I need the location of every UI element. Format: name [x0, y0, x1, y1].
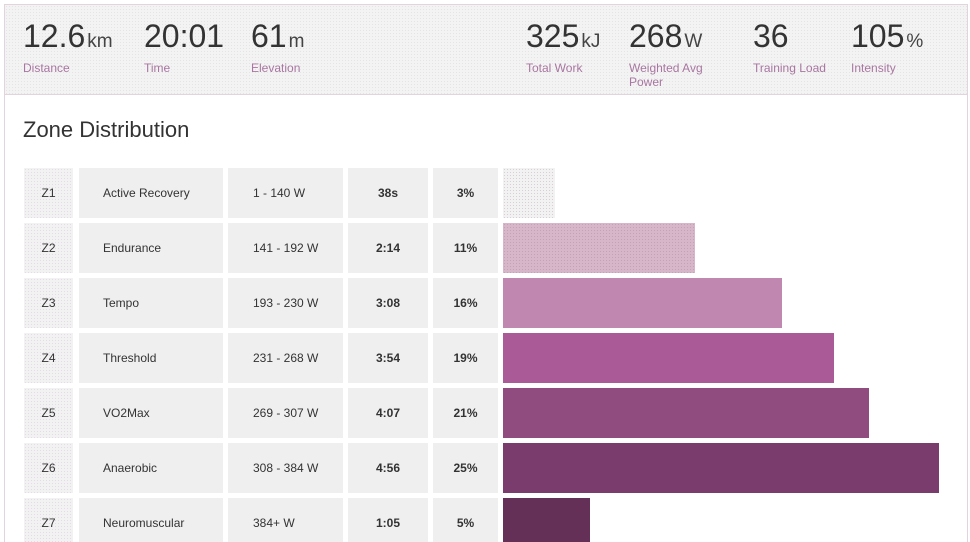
zone-power-range: 1 - 140 W — [228, 168, 343, 218]
zone-time: 3:54 — [348, 333, 428, 383]
zone-time: 38s — [348, 168, 428, 218]
stat-value: 61 — [251, 18, 287, 54]
zone-percent: 11% — [433, 223, 498, 273]
zone-bar — [503, 443, 939, 493]
zone-bar — [503, 333, 834, 383]
stat-training-load: 36 Training Load — [753, 19, 826, 75]
stat-value: 105 — [851, 18, 905, 54]
zone-time: 2:14 — [348, 223, 428, 273]
stat-label: Time — [144, 61, 171, 75]
zone-id: Z3 — [24, 278, 73, 328]
zone-power-range: 193 - 230 W — [228, 278, 343, 328]
stat-value: 325 — [526, 18, 580, 54]
zone-percent: 19% — [433, 333, 498, 383]
stat-elevation: 61 m Elevation — [251, 19, 304, 75]
zone-bar — [503, 498, 590, 542]
summary-stats-bar: 12.6 km Distance 20:01 Time 61 m Elevation… — [5, 5, 967, 95]
zone-power-range: 141 - 192 W — [228, 223, 343, 273]
zone-id: Z2 — [24, 223, 73, 273]
zone-id: Z6 — [24, 443, 73, 493]
zone-time: 1:05 — [348, 498, 428, 542]
zone-power-range: 384+ W — [228, 498, 343, 542]
stat-label: Distance — [23, 61, 70, 75]
zone-name: Threshold — [79, 333, 223, 383]
zone-bar — [503, 223, 695, 273]
zone-power-range: 269 - 307 W — [228, 388, 343, 438]
zone-id: Z1 — [24, 168, 73, 218]
stat-unit: m — [288, 31, 305, 52]
zone-name: Anaerobic — [79, 443, 223, 493]
zone-percent: 3% — [433, 168, 498, 218]
activity-panel: 12.6 km Distance 20:01 Time 61 m Elevation… — [4, 4, 968, 542]
zone-percent: 5% — [433, 498, 498, 542]
stat-unit: km — [87, 31, 113, 52]
zone-percent: 21% — [433, 388, 498, 438]
stat-label: Intensity — [851, 61, 896, 75]
zone-name: Endurance — [79, 223, 223, 273]
zone-name: VO2Max — [79, 388, 223, 438]
stat-weighted-avg-power: 268 W Weighted Avg Power — [629, 19, 729, 89]
stat-label: Total Work — [526, 61, 583, 75]
stat-total-work: 325 kJ Total Work — [526, 19, 600, 75]
zone-power-range: 308 - 384 W — [228, 443, 343, 493]
stat-unit: kJ — [581, 31, 601, 52]
zone-name: Active Recovery — [79, 168, 223, 218]
zone-time: 3:08 — [348, 278, 428, 328]
stat-value: 12.6 — [23, 18, 86, 54]
stat-unit: W — [684, 31, 703, 52]
section-title: Zone Distribution — [23, 117, 190, 142]
stat-value: 20:01 — [144, 18, 225, 54]
stat-intensity: 105% Intensity — [851, 19, 923, 75]
zone-name: Tempo — [79, 278, 223, 328]
zone-bar — [503, 388, 869, 438]
zone-bar — [503, 278, 782, 328]
stat-unit: % — [906, 31, 924, 52]
zone-power-range: 231 - 268 W — [228, 333, 343, 383]
stat-label: Training Load — [753, 61, 826, 75]
zone-bar — [503, 168, 555, 218]
stat-value: 268 — [629, 18, 683, 54]
stat-value: 36 — [753, 18, 789, 54]
stat-label: Elevation — [251, 61, 301, 75]
zone-name: Neuromuscular — [79, 498, 223, 542]
zone-id: Z5 — [24, 388, 73, 438]
zone-percent: 25% — [433, 443, 498, 493]
stat-distance: 12.6 km Distance — [23, 19, 113, 75]
zone-id: Z4 — [24, 333, 73, 383]
zone-time: 4:56 — [348, 443, 428, 493]
zone-percent: 16% — [433, 278, 498, 328]
zone-id: Z7 — [24, 498, 73, 542]
stat-time: 20:01 Time — [144, 19, 226, 75]
stat-label: Weighted Avg Power — [629, 61, 703, 89]
zone-time: 4:07 — [348, 388, 428, 438]
